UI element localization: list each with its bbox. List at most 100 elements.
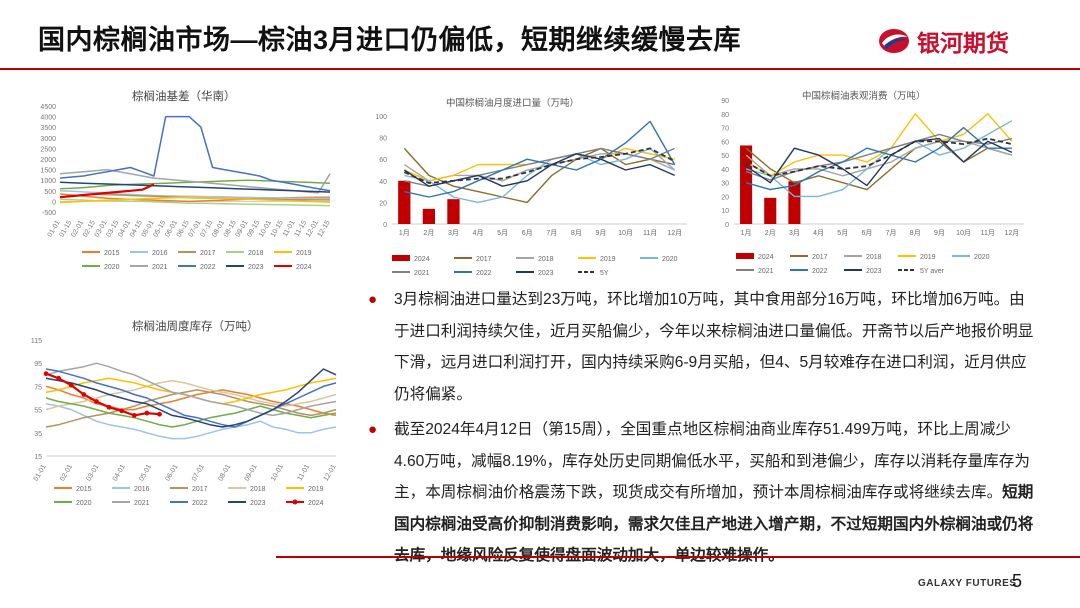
import-x-tick-label: 6月: [522, 229, 533, 237]
stock-x-tick-label: 06-01: [165, 463, 180, 482]
stock-x-tick-label: 03-01: [85, 463, 100, 482]
consumption-series-2019: [745, 113, 1013, 177]
stock-legend-marker: [292, 499, 298, 505]
import-x-tick-label: 11月: [643, 229, 657, 237]
consumption-legend-label: 2024: [758, 254, 774, 261]
stock-point-2024: [43, 371, 49, 377]
galaxy-logo-icon: [879, 29, 909, 53]
consumption-legend-label: 2020: [974, 254, 990, 261]
basis-y-tick-label: 1500: [40, 168, 56, 175]
stock-x-tick-label: 05-01: [138, 463, 153, 482]
stock-point-2024: [119, 408, 125, 414]
import-legend-label: 2018: [538, 256, 554, 263]
stock-x-tick-label: 04-01: [112, 463, 127, 482]
bullet-icon: ●: [368, 291, 378, 308]
consumption-legend-label: 2018: [866, 254, 882, 261]
consumption-y-tick-label: 20: [721, 194, 729, 201]
consumption-legend-label: 2017: [812, 254, 828, 261]
import-legend-label: 2023: [538, 270, 554, 277]
consumption-legend-swatch: [736, 253, 754, 259]
stock-legend-label: 2024: [308, 500, 324, 507]
consumption-series-2020: [745, 120, 1013, 198]
stock-legend-label: 2017: [192, 486, 208, 493]
consumption-x-tick-label: 4月: [813, 229, 824, 237]
basis-y-tick-label: 4500: [40, 104, 56, 111]
consumption-x-tick-label: 2月: [765, 229, 776, 237]
basis-series-2024: [59, 183, 155, 199]
bullet-icon: ●: [368, 421, 378, 438]
stock-legend-label: 2023: [250, 500, 266, 507]
company-logo: 银河期货: [877, 24, 1009, 58]
import-series-5Y: [403, 147, 676, 184]
header-divider: [0, 68, 1080, 70]
import-x-tick-label: 12月: [667, 229, 682, 237]
import-y-tick-label: 20: [379, 200, 387, 207]
import-x-tick-label: 8月: [571, 229, 582, 237]
basis-y-tick-label: 4000: [40, 115, 56, 122]
stock-y-tick-label: 55: [34, 408, 42, 415]
basis-legend-label: 2020: [104, 264, 120, 271]
import-legend-label: 2019: [600, 256, 616, 263]
page-number: 5: [1012, 571, 1023, 591]
consumption-x-tick-label: 12月: [1005, 229, 1020, 237]
consumption-x-tick-label: 5月: [837, 229, 848, 237]
import-legend-label: 2021: [414, 270, 430, 277]
import-y-tick-label: 60: [379, 157, 387, 164]
chart-title-basis: 棕榈油基差（华南）: [132, 91, 236, 103]
chart-title-stock: 棕榈油周度库存（万吨）: [132, 321, 259, 333]
consumption-legend-label: 2021: [758, 268, 774, 275]
basis-x-tick-label: 12-15: [317, 219, 332, 238]
import-legend-label: 2024: [414, 256, 430, 263]
import-series-2022: [404, 120, 676, 198]
consumption-y-tick-label: 70: [721, 126, 729, 133]
analysis-text: ● 3月棕榈油进口量达到23万吨，环比增加10万吨，其中食用部分16万吨，环比增…: [368, 284, 1040, 572]
consumption-legend-label: 5Y aver: [920, 268, 945, 275]
consumption-y-tick-label: 60: [721, 139, 729, 146]
paragraph-import-text: 3月棕榈油进口量达到23万吨，环比增加10万吨，其中食用部分16万吨，环比增加6…: [394, 291, 1034, 403]
consumption-legend-label: 2019: [920, 254, 936, 261]
import-y-tick-label: 40: [379, 179, 387, 186]
consumption-x-tick-label: 3月: [789, 229, 800, 237]
stock-x-tick-label: 12-01: [323, 463, 338, 482]
stock-y-tick-label: 35: [34, 431, 42, 438]
import-y-tick-label: 80: [379, 136, 387, 143]
stock-point-2024: [106, 404, 112, 410]
import-series-2020: [404, 147, 676, 204]
basis-legend-label: 2015: [104, 250, 120, 257]
stock-series-2016: [45, 403, 337, 440]
stock-series-2021: [45, 362, 337, 417]
stock-point-2024: [81, 392, 87, 397]
stock-x-tick-label: 08-01: [217, 463, 232, 482]
import-bar-2024: [447, 199, 460, 224]
chart-title-consumption: 中国棕榈油表观消费（万吨）: [802, 91, 926, 102]
import-bar-2024: [398, 180, 411, 224]
stock-point-2024: [56, 375, 62, 381]
basis-legend-label: 2021: [152, 264, 168, 271]
consumption-legend-label: 2023: [866, 268, 882, 275]
basis-y-tick-label: -500: [42, 210, 56, 217]
import-series-2017: [403, 147, 675, 204]
consumption-x-tick-label: 11月: [981, 229, 995, 237]
consumption-x-tick-label: 7月: [886, 229, 897, 237]
basis-legend-label: 2018: [248, 250, 264, 257]
basis-y-tick-label: 1000: [40, 178, 56, 185]
stock-series-2020: [45, 397, 337, 428]
import-legend-label: 2017: [476, 256, 492, 263]
stock-series-2017: [45, 389, 337, 428]
stock-x-tick-label: 01-01: [33, 463, 48, 482]
import-legend-label: 2022: [476, 270, 492, 277]
basis-y-tick-label: 500: [44, 189, 56, 196]
import-series-2019: [404, 147, 675, 182]
import-x-tick-label: 3月: [448, 229, 459, 237]
stock-legend-label: 2020: [76, 500, 92, 507]
basis-legend-label: 2016: [152, 250, 168, 257]
stock-y-tick-label: 95: [34, 361, 42, 368]
import-bar-2024: [422, 208, 436, 224]
consumption-legend-label: 2022: [812, 268, 828, 275]
paragraph-import: ● 3月棕榈油进口量达到23万吨，环比增加10万吨，其中食用部分16万吨，环比增…: [368, 284, 1040, 410]
basis-y-tick-label: 3500: [40, 125, 56, 132]
basis-series-2019: [59, 196, 331, 204]
stock-x-tick-label: 07-01: [191, 463, 206, 482]
stock-point-2024: [157, 411, 162, 417]
chart-consumption: 0 10 20 30 40 50 60 70 80 90 1月 2月 3月 4月 5月 6月 7月 8月 9月 10月…: [721, 98, 1024, 275]
